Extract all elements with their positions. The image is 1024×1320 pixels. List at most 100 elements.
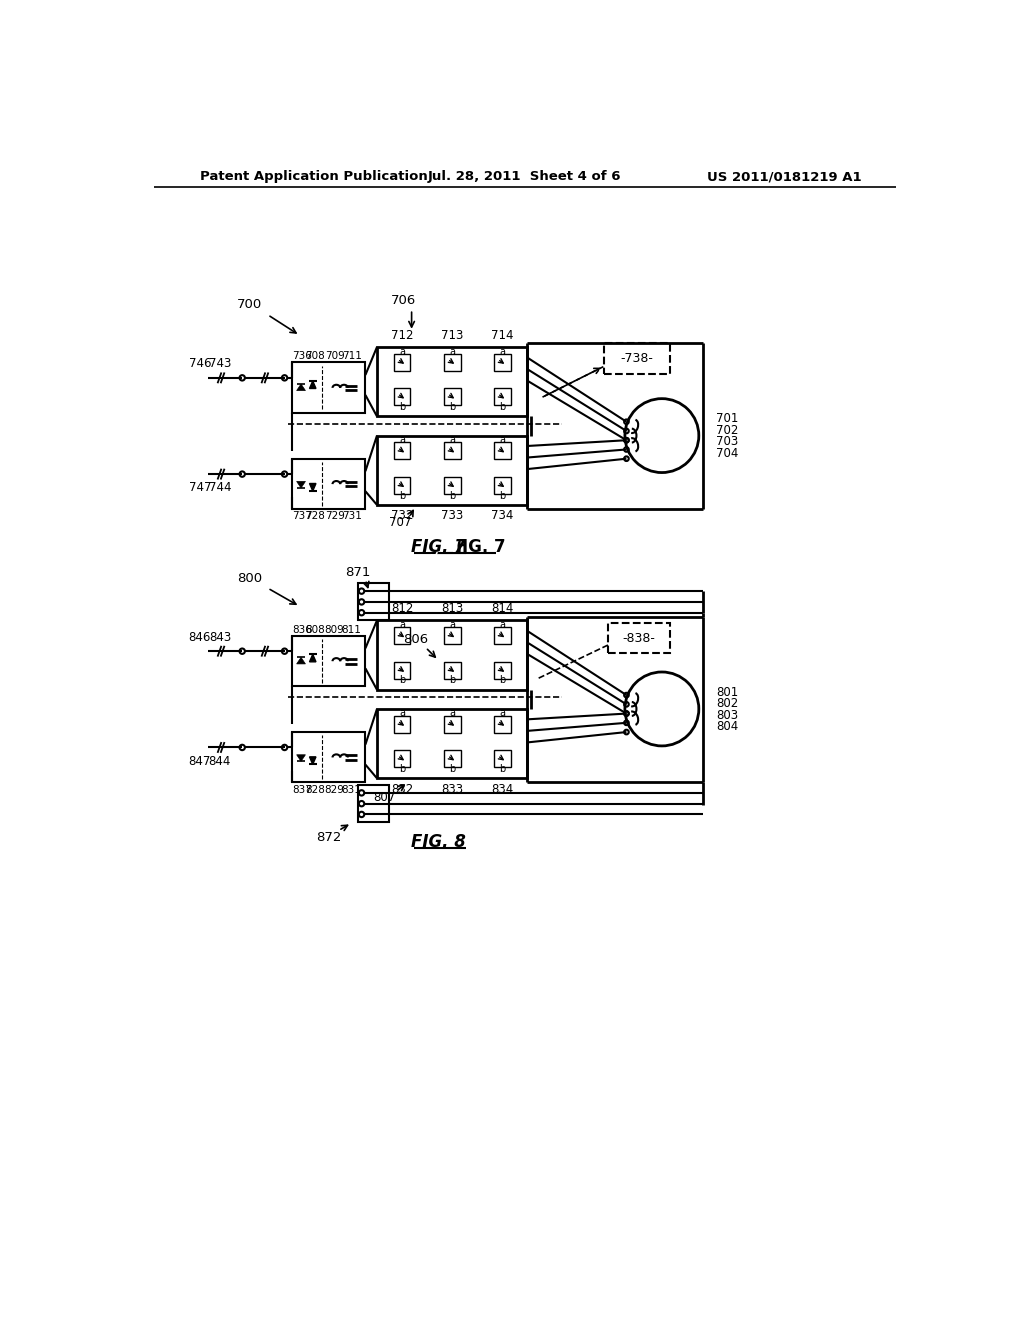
Text: 807: 807 bbox=[374, 791, 396, 804]
Text: 814: 814 bbox=[490, 602, 513, 615]
Text: 706: 706 bbox=[391, 294, 417, 308]
Text: 744: 744 bbox=[209, 482, 231, 495]
Text: FIG. 7: FIG. 7 bbox=[411, 539, 466, 556]
Bar bbox=[494, 715, 511, 733]
Text: 743: 743 bbox=[209, 358, 231, 371]
Bar bbox=[393, 477, 411, 494]
Text: 728: 728 bbox=[305, 511, 326, 521]
Text: 801: 801 bbox=[716, 685, 738, 698]
Text: 702: 702 bbox=[716, 424, 738, 437]
Text: a: a bbox=[399, 620, 404, 630]
Text: 872: 872 bbox=[315, 832, 341, 843]
Text: 828: 828 bbox=[305, 785, 326, 795]
Bar bbox=[377, 620, 527, 689]
Text: b: b bbox=[499, 676, 505, 685]
Bar bbox=[443, 627, 461, 644]
Text: 708: 708 bbox=[305, 351, 326, 362]
Text: 813: 813 bbox=[441, 602, 463, 615]
Text: 733: 733 bbox=[441, 510, 463, 523]
Text: b: b bbox=[499, 403, 505, 412]
Text: 834: 834 bbox=[490, 783, 513, 796]
Bar bbox=[494, 627, 511, 644]
Text: b: b bbox=[449, 764, 455, 774]
Polygon shape bbox=[309, 483, 316, 491]
Text: 712: 712 bbox=[391, 329, 414, 342]
Text: b: b bbox=[449, 676, 455, 685]
Bar bbox=[377, 436, 527, 506]
Text: 871: 871 bbox=[345, 566, 371, 579]
Bar bbox=[494, 388, 511, 405]
Text: IG. 7: IG. 7 bbox=[462, 539, 505, 556]
Text: b: b bbox=[449, 403, 455, 412]
Text: b: b bbox=[499, 764, 505, 774]
Text: 734: 734 bbox=[490, 510, 513, 523]
Text: 701: 701 bbox=[716, 412, 738, 425]
Text: 731: 731 bbox=[342, 511, 361, 521]
Text: 707: 707 bbox=[389, 516, 412, 529]
Text: 836: 836 bbox=[292, 624, 312, 635]
Text: 713: 713 bbox=[441, 329, 463, 342]
Text: 700: 700 bbox=[238, 298, 262, 312]
Bar bbox=[443, 442, 461, 459]
Text: 806: 806 bbox=[402, 634, 428, 647]
Text: 732: 732 bbox=[391, 510, 413, 523]
Bar bbox=[608, 623, 670, 653]
Text: 802: 802 bbox=[716, 697, 738, 710]
Text: 704: 704 bbox=[716, 446, 738, 459]
Bar bbox=[494, 442, 511, 459]
Text: a: a bbox=[450, 620, 455, 630]
Text: a: a bbox=[450, 436, 455, 445]
Bar bbox=[393, 661, 411, 678]
Text: b: b bbox=[499, 491, 505, 500]
Text: 804: 804 bbox=[716, 721, 738, 733]
Text: 809: 809 bbox=[325, 624, 344, 635]
Bar bbox=[292, 363, 366, 412]
Bar bbox=[443, 388, 461, 405]
Text: b: b bbox=[399, 764, 406, 774]
Bar bbox=[357, 583, 388, 620]
Text: 844: 844 bbox=[209, 755, 231, 768]
Bar bbox=[292, 459, 366, 508]
Text: 837: 837 bbox=[292, 785, 312, 795]
Text: 831: 831 bbox=[342, 785, 361, 795]
Bar bbox=[443, 477, 461, 494]
Text: 746: 746 bbox=[188, 358, 211, 371]
Text: b: b bbox=[399, 403, 406, 412]
Bar bbox=[292, 733, 366, 781]
Text: 703: 703 bbox=[716, 436, 738, 449]
Text: 833: 833 bbox=[441, 783, 463, 796]
Text: a: a bbox=[450, 347, 455, 356]
Bar bbox=[494, 661, 511, 678]
Text: b: b bbox=[399, 676, 406, 685]
Text: a: a bbox=[499, 709, 505, 718]
Text: F: F bbox=[456, 539, 467, 556]
Text: -838-: -838- bbox=[623, 631, 655, 644]
Bar bbox=[443, 354, 461, 371]
Text: Fig. 7: Fig. 7 bbox=[417, 539, 461, 556]
Polygon shape bbox=[297, 657, 305, 664]
Text: 803: 803 bbox=[716, 709, 738, 722]
Text: US 2011/0181219 A1: US 2011/0181219 A1 bbox=[708, 170, 862, 183]
Text: FIG. 8: FIG. 8 bbox=[411, 833, 466, 851]
Text: 846: 846 bbox=[188, 631, 211, 644]
Polygon shape bbox=[309, 655, 316, 661]
Text: a: a bbox=[499, 347, 505, 356]
Bar bbox=[357, 785, 388, 822]
Bar bbox=[443, 661, 461, 678]
Bar bbox=[443, 715, 461, 733]
Text: 843: 843 bbox=[209, 631, 231, 644]
Bar bbox=[292, 636, 366, 686]
Text: a: a bbox=[499, 620, 505, 630]
Text: a: a bbox=[399, 347, 404, 356]
Text: 711: 711 bbox=[342, 351, 361, 362]
Bar bbox=[377, 709, 527, 779]
Text: -738-: -738- bbox=[620, 352, 653, 366]
Bar bbox=[604, 343, 670, 374]
Polygon shape bbox=[309, 756, 316, 764]
Text: a: a bbox=[450, 709, 455, 718]
Polygon shape bbox=[297, 482, 305, 488]
Text: a: a bbox=[399, 436, 404, 445]
Bar bbox=[393, 388, 411, 405]
Text: b: b bbox=[399, 491, 406, 500]
Text: 800: 800 bbox=[238, 572, 262, 585]
